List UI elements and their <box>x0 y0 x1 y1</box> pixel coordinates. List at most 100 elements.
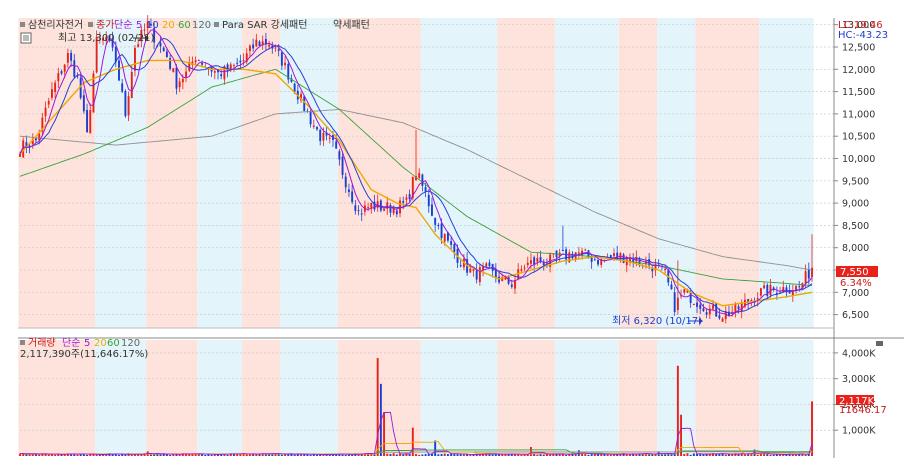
volume-bar <box>418 454 421 456</box>
volume-bar <box>47 454 50 456</box>
candle-body <box>638 259 641 264</box>
volume-tag-value: 2,117K <box>839 396 875 407</box>
stock-name: 삼천리자전거 <box>28 19 83 31</box>
volume-tick-label: 4,000K <box>842 348 876 359</box>
volume-bar <box>124 454 127 456</box>
candle-body <box>124 91 127 117</box>
volume-bar <box>44 453 47 456</box>
volume-bar <box>638 453 641 456</box>
panel-menu-icon[interactable] <box>876 341 883 346</box>
candle-body <box>389 205 392 213</box>
candle-body <box>418 173 421 178</box>
candle-body <box>635 256 638 262</box>
volume-bar <box>772 454 775 456</box>
candle-body <box>737 306 740 309</box>
volume-bar <box>261 453 264 456</box>
moving-average-lines <box>19 29 813 317</box>
volume-bar <box>593 454 596 456</box>
volume-bar <box>376 358 379 456</box>
volume-bar <box>41 453 44 456</box>
volume-bar <box>134 454 136 456</box>
hc-label: HC:-43.23 <box>838 30 888 41</box>
candle-body <box>676 297 679 310</box>
volume-tag <box>836 395 874 405</box>
legend-square-icon <box>20 340 25 345</box>
price-tick-label: 12,500 <box>842 42 875 53</box>
volume-bar <box>651 454 654 456</box>
candle-body <box>172 68 175 72</box>
candle-body <box>54 82 57 92</box>
candle-body <box>712 305 714 309</box>
candle-body <box>319 129 322 142</box>
candle-body <box>791 290 794 296</box>
volume-bar <box>644 453 647 456</box>
band-volume <box>420 340 498 456</box>
volume-bar <box>427 453 430 456</box>
candle-body <box>431 204 433 216</box>
volume-bar <box>306 454 309 456</box>
volume-bar <box>332 453 334 456</box>
candle-body <box>245 53 248 62</box>
ma-period-60: 60 <box>178 20 191 31</box>
candle-body <box>351 191 354 203</box>
candle-body <box>277 49 280 51</box>
volume-ma-5: 5 <box>84 338 90 349</box>
candle-body <box>530 260 532 264</box>
high-annotation: 최고 13,300 (02/21) <box>58 32 154 44</box>
candle-body <box>28 145 31 148</box>
candle-body <box>98 38 101 40</box>
candle-body <box>114 46 117 63</box>
candle-body <box>236 62 239 64</box>
weak-pattern-label: 약세패턴 <box>333 19 370 31</box>
candle-body <box>811 267 813 277</box>
candle-body <box>312 125 315 127</box>
candle-body <box>427 195 430 207</box>
candle-body <box>593 259 596 261</box>
volume-ma-120: 120 <box>121 338 140 349</box>
volume-bar <box>743 454 746 456</box>
candle-body <box>248 45 251 51</box>
volume-bar <box>79 453 82 456</box>
volume-bar <box>210 454 213 456</box>
volume-bar <box>629 454 631 456</box>
volume-bar <box>22 453 25 456</box>
volume-bar <box>191 453 194 456</box>
volume-bar <box>702 454 705 456</box>
volume-bar <box>731 454 734 456</box>
candle-body <box>25 142 28 148</box>
volume-bar <box>699 453 702 456</box>
volume-bar <box>392 453 395 456</box>
candle-body <box>696 302 698 307</box>
volume-ma-type: 단순 <box>62 337 80 349</box>
volume-bar <box>724 454 727 456</box>
volume-bar <box>204 454 207 456</box>
volume-bar <box>494 454 497 456</box>
candle-body <box>603 259 606 261</box>
candle-body <box>367 207 370 209</box>
volume-bar <box>271 453 274 456</box>
volume-bar <box>201 453 203 456</box>
candle-body <box>95 36 98 73</box>
candle-body <box>149 23 152 26</box>
candle-body <box>453 243 456 253</box>
candle-body <box>223 66 226 80</box>
candle-body <box>501 277 504 282</box>
candle-body <box>577 252 580 254</box>
candle-body <box>82 95 85 112</box>
candle-body <box>584 249 587 251</box>
ma-type: 단순 <box>114 19 132 31</box>
volume-bar <box>280 454 283 456</box>
volume-bar <box>475 454 478 456</box>
candle-body <box>520 269 523 271</box>
candle-body <box>766 284 769 296</box>
candle-body <box>383 209 386 211</box>
candle-body <box>376 201 379 208</box>
volume-title: 거래량 <box>28 337 56 349</box>
volume-bar <box>811 401 813 456</box>
volume-bar <box>319 454 322 456</box>
volume-bar <box>252 453 255 456</box>
band-volume <box>695 340 760 456</box>
volume-bar <box>105 454 108 456</box>
low-annotation: 최저 6,320 (10/17) <box>612 315 703 327</box>
background-bands <box>18 18 814 456</box>
